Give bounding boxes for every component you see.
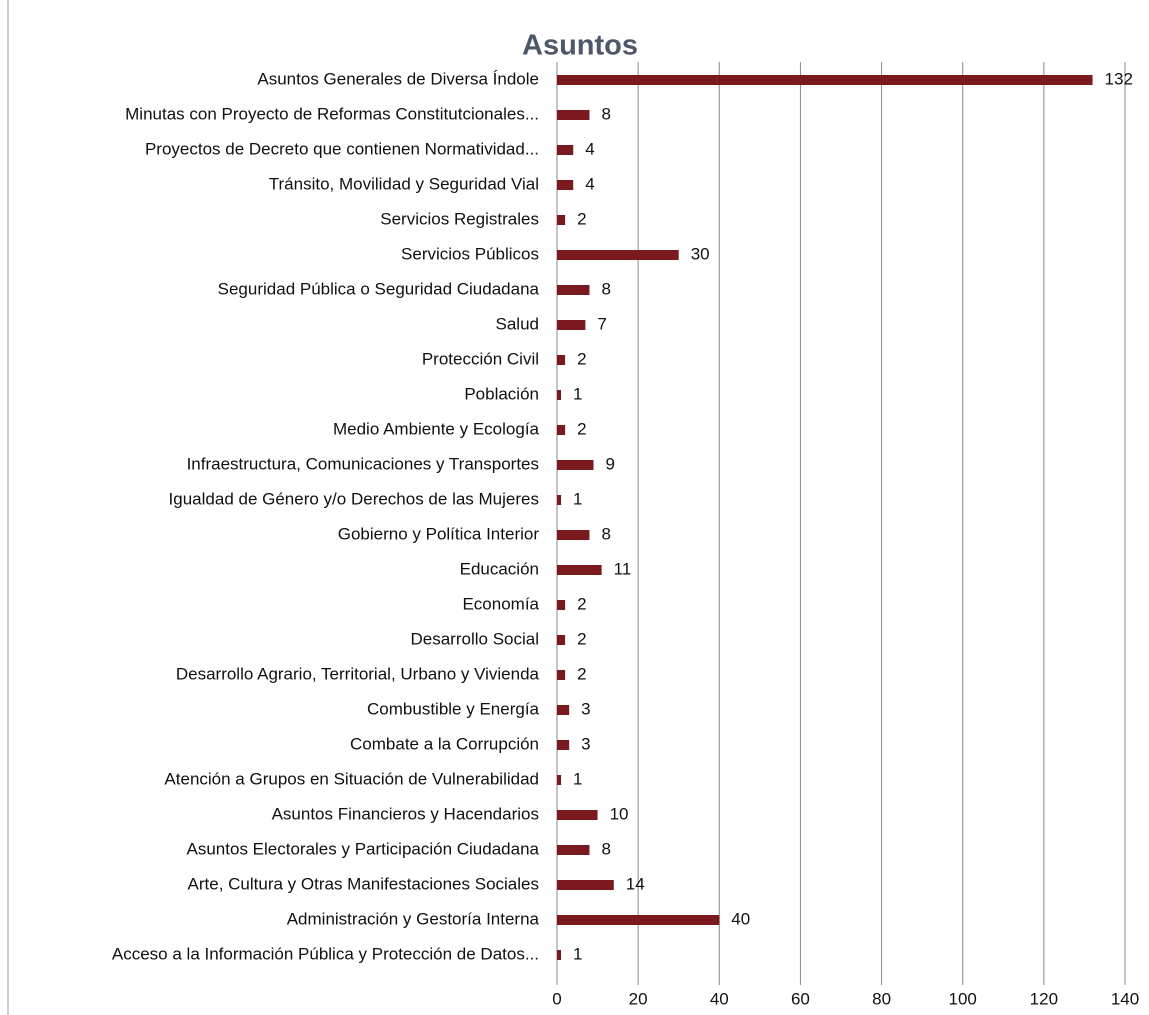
bar (557, 250, 679, 260)
bar (557, 670, 566, 680)
value-label: 2 (577, 629, 586, 648)
bar (557, 845, 590, 855)
bar (557, 355, 566, 365)
category-label: Minutas con Proyecto de Reformas Constit… (125, 104, 539, 123)
category-label: Proyectos de Decreto que contienen Norma… (145, 139, 539, 158)
value-label: 10 (610, 804, 629, 823)
bar (557, 600, 566, 610)
value-label: 8 (601, 524, 610, 543)
category-label: Seguridad Pública o Seguridad Ciudadana (218, 279, 540, 298)
x-tick-label: 120 (1030, 989, 1058, 1008)
value-label: 8 (601, 104, 610, 123)
value-label: 11 (614, 559, 632, 578)
value-label: 2 (577, 349, 586, 368)
value-label: 8 (601, 839, 610, 858)
category-label: Salud (496, 314, 539, 333)
value-label: 30 (691, 244, 710, 263)
bar (557, 390, 562, 400)
category-label: Servicios Registrales (380, 209, 539, 228)
category-label: Medio Ambiente y Ecología (333, 419, 540, 438)
value-label: 7 (597, 314, 606, 333)
category-label: Asuntos Generales de Diversa Índole (257, 69, 539, 88)
bar (557, 460, 594, 470)
x-tick-label: 20 (629, 989, 648, 1008)
category-label: Educación (460, 559, 539, 578)
category-label: Asuntos Electorales y Participación Ciud… (187, 839, 540, 858)
bar (557, 740, 570, 750)
bar (557, 425, 566, 435)
bar (557, 145, 574, 155)
value-label: 3 (581, 699, 590, 718)
value-label: 9 (606, 454, 615, 473)
value-label: 40 (731, 909, 750, 928)
category-label: Infraestructura, Comunicaciones y Transp… (187, 454, 539, 473)
bar (557, 285, 590, 295)
bar (557, 180, 574, 190)
bar (557, 75, 1093, 85)
category-label: Servicios Públicos (401, 244, 539, 263)
bar (557, 775, 562, 785)
category-label: Economía (462, 594, 539, 613)
value-label: 2 (577, 664, 586, 683)
x-tick-label: 60 (791, 989, 810, 1008)
category-label: Desarrollo Agrario, Territorial, Urbano … (176, 664, 540, 683)
bar (557, 705, 570, 715)
value-label: 2 (577, 594, 586, 613)
value-label: 132 (1105, 69, 1133, 88)
value-label: 3 (581, 734, 590, 753)
value-label: 1 (573, 489, 582, 508)
category-label: Tránsito, Movilidad y Seguridad Vial (269, 174, 539, 193)
category-label: Combate a la Corrupción (350, 734, 539, 753)
value-label: 4 (585, 139, 594, 158)
value-label: 2 (577, 209, 586, 228)
x-tick-label: 140 (1111, 989, 1139, 1008)
bar (557, 635, 566, 645)
category-label: Desarrollo Social (411, 629, 540, 648)
category-label: Administración y Gestoría Interna (287, 909, 540, 928)
category-label: Asuntos Financieros y Hacendarios (272, 804, 539, 823)
value-label: 14 (626, 874, 645, 893)
category-label: Acceso a la Información Pública y Protec… (112, 944, 539, 963)
bar (557, 565, 602, 575)
category-label: Gobierno y Política Interior (338, 524, 540, 543)
bar (557, 915, 720, 925)
bar (557, 530, 590, 540)
chart-title: Asuntos (522, 30, 638, 62)
category-label: Atención a Grupos en Situación de Vulner… (164, 769, 539, 788)
value-label: 4 (585, 174, 594, 193)
bar (557, 495, 562, 505)
bar (557, 110, 590, 120)
x-tick-label: 80 (872, 989, 891, 1008)
x-tick-label: 100 (949, 989, 977, 1008)
value-label: 1 (573, 769, 582, 788)
value-label: 8 (601, 279, 610, 298)
x-tick-label: 40 (710, 989, 729, 1008)
bar (557, 320, 586, 330)
value-label: 1 (573, 944, 582, 963)
category-label: Población (464, 384, 539, 403)
value-label: 1 (573, 384, 582, 403)
bar (557, 810, 598, 820)
value-label: 2 (577, 419, 586, 438)
category-label: Combustible y Energía (367, 699, 540, 718)
category-label: Protección Civil (422, 349, 539, 368)
x-tick-label: 0 (552, 989, 561, 1008)
bar (557, 215, 566, 225)
bar (557, 880, 614, 890)
bar (557, 950, 562, 960)
category-label: Arte, Cultura y Otras Manifestaciones So… (188, 874, 539, 893)
category-label: Igualdad de Género y/o Derechos de las M… (169, 489, 539, 508)
